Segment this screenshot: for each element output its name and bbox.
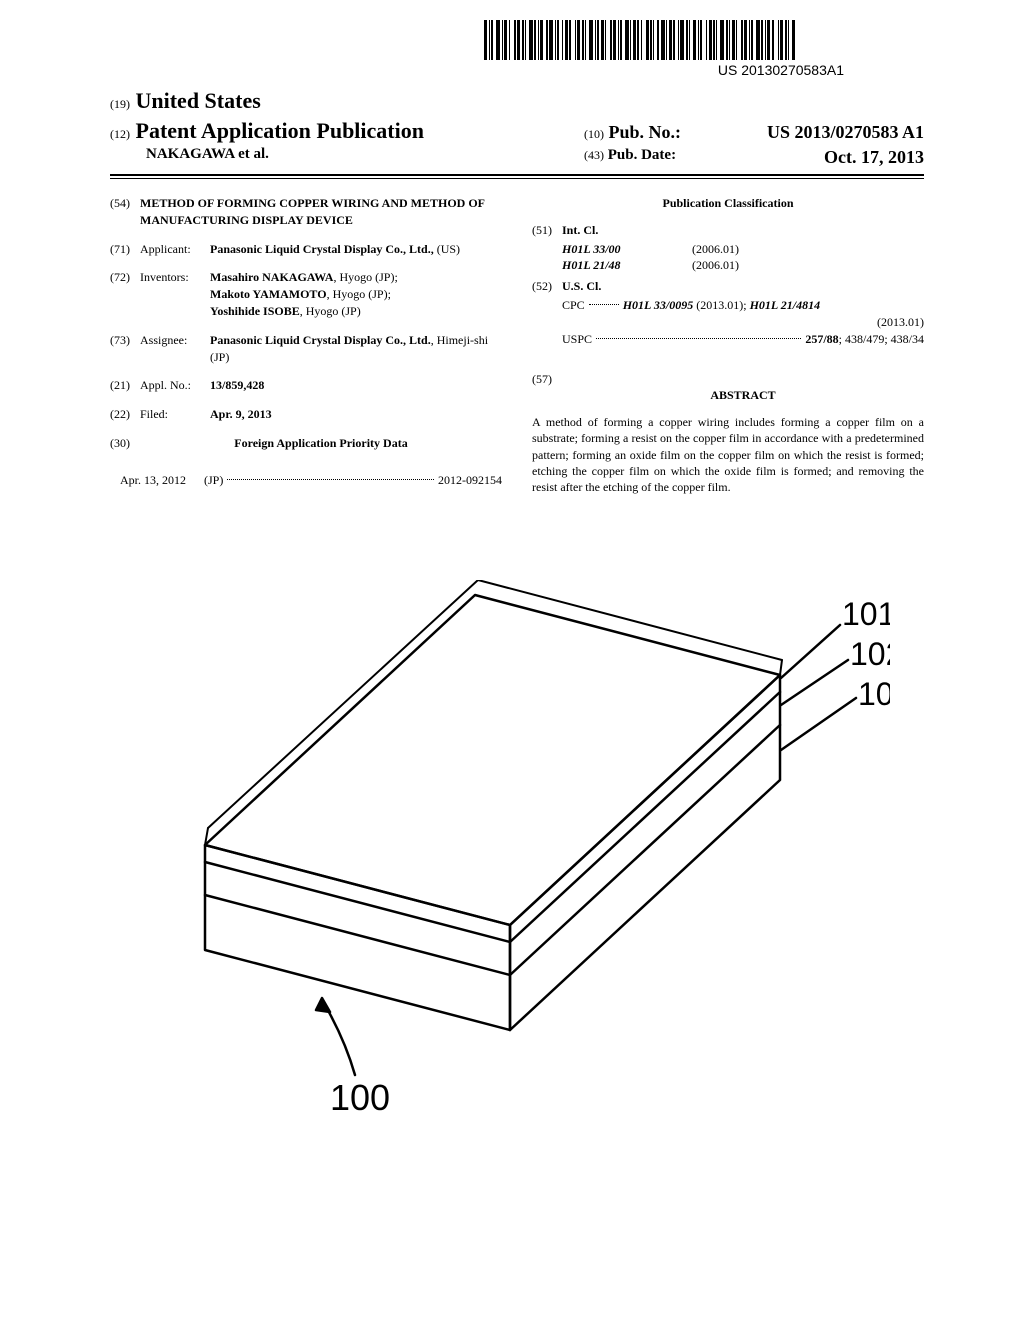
filed-label: Filed: [140,406,210,423]
uspc-rest: ; 438/479; 438/34 [839,332,924,346]
assignee: Panasonic Liquid Crystal Display Co., Lt… [210,333,431,347]
fig-label-102: 102 [850,636,890,672]
priority-heading: Foreign Application Priority Data [140,435,502,452]
cpc2: H01L 21/4814 [750,298,821,312]
patent-figure: 101 102 103 100 [130,580,890,1150]
pub-class-heading: Publication Classification [532,195,924,212]
right-column: Publication Classification (51) Int. Cl.… [532,195,924,495]
priority-no: 2012-092154 [438,472,502,489]
barcode-lines [484,20,795,60]
intcl2: H01L 21/48 [562,257,652,274]
applicant-num: (71) [110,241,140,258]
fig-label-101: 101 [842,596,890,632]
country: United States [136,88,261,113]
uspc: 257/88 [805,332,838,346]
inventor1: Masahiro NAKAGAWA [210,270,333,284]
inventors-num: (72) [110,269,140,319]
intcl2-ver: (2006.01) [692,257,739,274]
fig-label-103: 103 [858,676,890,712]
header-rule-thick [110,174,924,176]
cpc1: H01L 33/0095 [623,298,694,312]
applno: 13/859,428 [210,378,264,392]
inventors-body: Masahiro NAKAGAWA, Hyogo (JP); Makoto YA… [210,269,502,319]
intcl1-ver: (2006.01) [692,241,739,258]
abstract-text: A method of forming a copper wiring incl… [532,414,924,495]
cpc-label: CPC [562,297,585,314]
pubtype-num: (12) [110,127,130,141]
intcl-label: Int. Cl. [562,223,598,237]
pubdate: Oct. 17, 2013 [824,147,924,168]
barcode-text: US 20130270583A1 [718,62,844,78]
applicant: Panasonic Liquid Crystal Display Co., Lt… [210,242,434,256]
authors: NAKAGAWA et al. [146,146,490,163]
dots-fill [227,479,434,480]
inventors-label: Inventors: [140,269,210,319]
filed: Apr. 9, 2013 [210,407,272,421]
uscl-label: U.S. Cl. [562,279,601,293]
left-column: (54) METHOD OF FORMING COPPER WIRING AND… [110,195,502,495]
barcode [484,20,924,60]
applicant-label: Applicant: [140,241,210,258]
priority-date: Apr. 13, 2012 [120,472,186,489]
invention-title: METHOD OF FORMING COPPER WIRING AND METH… [140,195,502,229]
applicant-loc: (US) [434,242,460,256]
bibliographic-section: (54) METHOD OF FORMING COPPER WIRING AND… [110,195,924,495]
uspc-label: USPC [562,331,592,348]
intcl-num: (51) [532,222,562,239]
filed-num: (22) [110,406,140,423]
applno-num: (21) [110,377,140,394]
pubno: US 2013/0270583 A1 [767,122,924,143]
priority-country: (JP) [204,472,223,489]
uscl-num: (52) [532,278,562,295]
pubdate-num: (43) [584,148,604,162]
header: (19) United States (12) Patent Applicati… [110,88,924,168]
priority-num: (30) [110,435,140,460]
cpc2-ver: (2013.01) [532,314,924,331]
abstract-num: (57) [532,371,562,414]
applno-label: Appl. No.: [140,377,210,394]
abstract-heading: ABSTRACT [562,387,924,404]
intcl1: H01L 33/00 [562,241,652,258]
inventor2: Makoto YAMAMOTO [210,287,327,301]
country-num: (19) [110,97,130,111]
pubno-label: Pub. No.: [609,122,682,142]
pubno-num: (10) [584,127,604,141]
fig-label-100: 100 [330,1077,390,1118]
title-num: (54) [110,195,140,229]
assignee-label: Assignee: [140,332,210,366]
assignee-num: (73) [110,332,140,366]
header-rule-thin [110,178,924,179]
inventor3: Yoshihide ISOBE [210,304,300,318]
pubdate-label: Pub. Date: [608,147,676,163]
pubtype: Patent Application Publication [136,118,424,143]
